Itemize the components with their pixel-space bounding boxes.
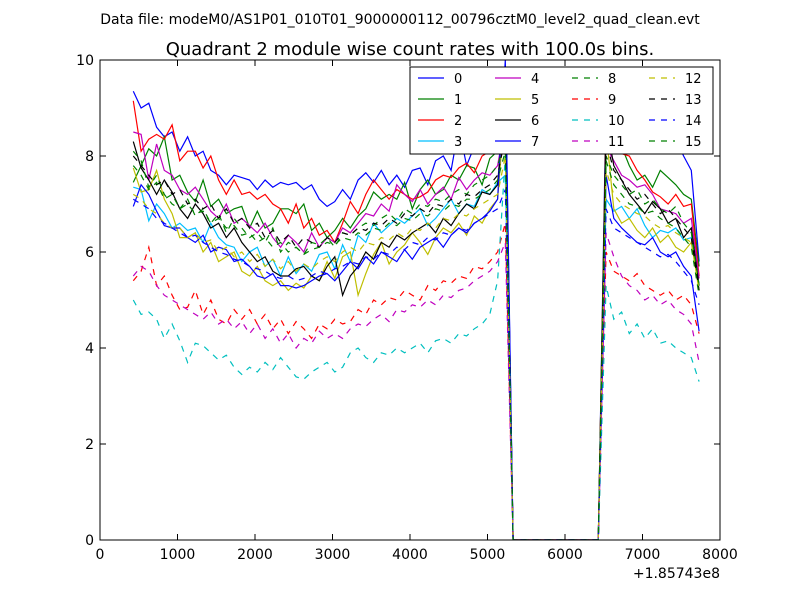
legend-box [409,66,714,155]
series-line-6 [132,88,700,540]
x-tick-label: 7000 [625,547,661,563]
y-tick-label: 10 [76,53,94,69]
legend-label-6: 6 [531,114,539,129]
y-tick-label: 8 [85,149,94,165]
legend-label-7: 7 [531,135,539,150]
legend-label-4: 4 [531,72,539,87]
x-tick-label: 6000 [547,547,583,563]
x-tick-label: 4000 [392,547,428,563]
x-tick-label: 0 [96,547,105,563]
legend-label-3: 3 [454,135,462,150]
x-tick-label: 2000 [237,547,273,563]
legend-label-15: 15 [685,135,702,150]
legend-label-9: 9 [608,93,616,108]
legend-label-8: 8 [608,72,616,87]
series-line-14 [132,189,700,540]
legend-label-5: 5 [531,93,539,108]
figure-suptitle: Data file: modeM0/AS1P01_010T01_90000001… [100,12,700,28]
y-tick-label: 2 [85,437,94,453]
legend-label-13: 13 [685,93,702,108]
series-line-10 [132,155,700,540]
y-tick-label: 6 [85,245,94,261]
legend-label-2: 2 [454,114,462,129]
series-line-8 [132,141,700,540]
x-axis-offset-label: +1.85743e8 [633,566,720,582]
series-line-12 [132,155,700,540]
x-tick-label: 5000 [470,547,506,563]
chart-title: Quadrant 2 module wise count rates with … [166,39,655,60]
legend-label-11: 11 [608,135,625,150]
series-line-11 [132,232,700,540]
legend-label-14: 14 [685,114,702,129]
legend-label-10: 10 [608,114,625,129]
legend-label-1: 1 [454,93,462,108]
x-tick-label: 1000 [160,547,196,563]
series-line-13 [132,136,700,540]
series-line-15 [132,151,700,540]
series-line-9 [132,223,700,540]
y-tick-label: 4 [85,341,94,357]
plot-area [132,60,700,540]
y-tick-label: 0 [85,533,94,549]
legend-label-0: 0 [454,72,462,87]
x-tick-label: 3000 [315,547,351,563]
legend-label-12: 12 [685,72,702,87]
x-tick-label: 8000 [702,547,738,563]
